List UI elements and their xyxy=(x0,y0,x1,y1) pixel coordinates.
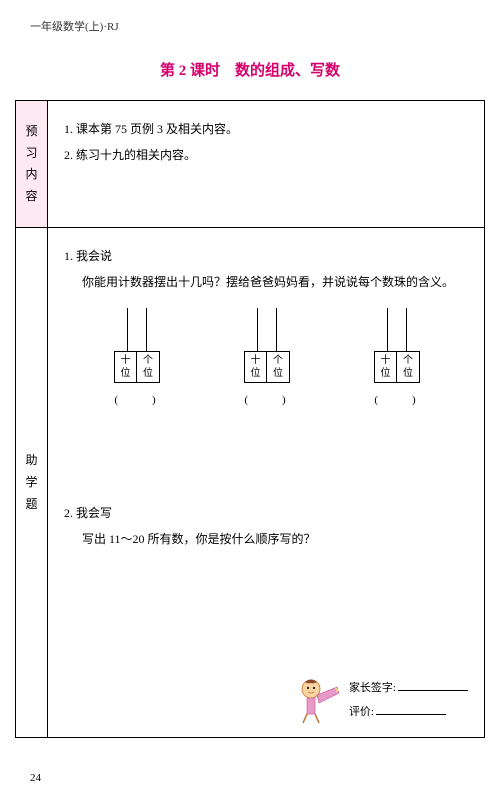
evaluation-line: 评价: xyxy=(349,700,468,724)
worksheet-table: 预习内容 1. 课本第 75 页例 3 及相关内容。 2. 练习十九的相关内容。… xyxy=(15,100,485,738)
answer-blank-1: ( ) xyxy=(114,389,159,411)
abacus-row: 十位 个位 ( ) 十位 个位 ( ) 十位 xyxy=(64,308,470,411)
sidebar-preview: 预习内容 xyxy=(16,101,48,228)
abacus-2: 十位 个位 ( ) xyxy=(222,308,312,411)
q2-body: 写出 11～20 所有数，你是按什么顺序写的？ xyxy=(64,527,470,551)
q1-heading: 1. 我会说 xyxy=(64,244,470,268)
lesson-title: 第 2 课时 数的组成、写数 xyxy=(0,59,500,80)
parent-signature-line: 家长签字: xyxy=(349,676,468,700)
abacus-3: 十位 个位 ( ) xyxy=(352,308,442,411)
sidebar-preview-label: 预习内容 xyxy=(20,121,43,207)
page-number: 24 xyxy=(30,772,41,784)
exercise-content: 1. 我会说 你能用计数器摆出十几吗？摆给爸爸妈妈看，并说说每个数珠的含义。 十… xyxy=(48,228,485,738)
signoff-area: 家长签字: 评价: xyxy=(297,675,468,725)
answer-blank-3: ( ) xyxy=(374,389,419,411)
q1-body: 你能用计数器摆出十几吗？摆给爸爸妈妈看，并说说每个数珠的含义。 xyxy=(64,270,470,294)
preview-item-1: 1. 课本第 75 页例 3 及相关内容。 xyxy=(64,117,470,141)
evaluation-blank xyxy=(376,703,446,715)
preview-item-2: 2. 练习十九的相关内容。 xyxy=(64,143,470,167)
page-header: 一年级数学(上)·RJ xyxy=(0,0,500,34)
sidebar-exercise-label: 助学题 xyxy=(20,450,43,515)
preview-content: 1. 课本第 75 页例 3 及相关内容。 2. 练习十九的相关内容。 xyxy=(48,101,485,228)
parent-signature-blank xyxy=(398,679,468,691)
answer-blank-2: ( ) xyxy=(244,389,289,411)
abacus-1: 十位 个位 ( ) xyxy=(92,308,182,411)
sidebar-exercise: 助学题 xyxy=(16,228,48,738)
pencil-mascot-icon xyxy=(297,675,339,725)
q2-heading: 2. 我会写 xyxy=(64,501,470,525)
